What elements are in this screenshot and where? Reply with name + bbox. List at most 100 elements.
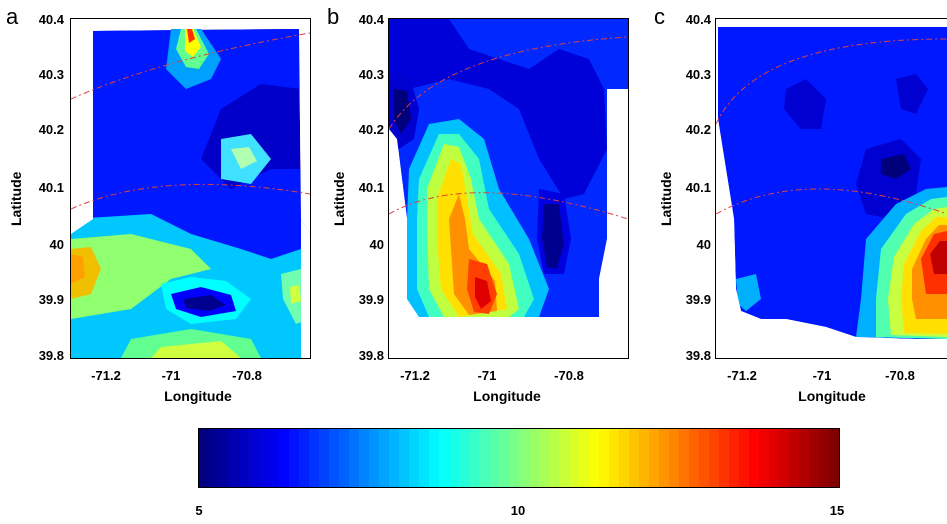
- colorbar-step: [409, 429, 420, 487]
- colorbar-step: [569, 429, 580, 487]
- colorbar-step: [559, 429, 570, 487]
- panel-letter-a: a: [6, 4, 19, 29]
- ytick-c-39.9: 39.9: [685, 292, 711, 307]
- colorbar-step: [389, 429, 400, 487]
- colorbar-step: [499, 429, 510, 487]
- colorbar-step: [319, 429, 330, 487]
- colorbar-step: [399, 429, 410, 487]
- plot-b: [388, 18, 629, 359]
- colorbar-step: [449, 429, 460, 487]
- colorbar-step: [439, 429, 450, 487]
- contour-map-b: [389, 19, 628, 358]
- colorbar-step: [749, 429, 760, 487]
- xtick-a-71: -71: [161, 368, 181, 383]
- ytick-b-40.3: 40.3: [358, 67, 384, 82]
- colorbar-step: [549, 429, 560, 487]
- xlabel-c: Longitude: [798, 388, 866, 404]
- colorbar-step: [529, 429, 540, 487]
- colorbar-step: [209, 429, 220, 487]
- colorbar-gradient: [199, 429, 840, 487]
- colorbar-step: [339, 429, 350, 487]
- colorbar-step: [309, 429, 320, 487]
- panel-letter-c: c: [654, 4, 665, 29]
- colorbar-step: [459, 429, 470, 487]
- ytick-a-40: 40: [49, 237, 64, 252]
- colorbar-step: [239, 429, 250, 487]
- colorbar-step: [719, 429, 730, 487]
- ytick-a-39.9: 39.9: [38, 292, 64, 307]
- xlabel-b: Longitude: [473, 388, 541, 404]
- colorbar-step: [629, 429, 640, 487]
- xtick-a-71.2: -71.2: [91, 368, 121, 383]
- ytick-b-39.9: 39.9: [358, 292, 384, 307]
- contour-map-a: [71, 19, 310, 358]
- xtick-a-70.8: -70.8: [232, 368, 262, 383]
- colorbar-step: [359, 429, 370, 487]
- ytick-b-40.1: 40.1: [358, 180, 384, 195]
- colorbar-step: [429, 429, 440, 487]
- colorbar-step: [609, 429, 620, 487]
- colorbar-step: [489, 429, 500, 487]
- ytick-b-40.2: 40.2: [358, 122, 384, 137]
- colorbar-step: [519, 429, 530, 487]
- ytick-a-40.3: 40.3: [38, 67, 64, 82]
- colorbar-step: [789, 429, 800, 487]
- colorbar-step: [379, 429, 390, 487]
- ytick-c-39.8: 39.8: [685, 348, 711, 363]
- colorbar-step: [479, 429, 490, 487]
- colorbar-step: [729, 429, 740, 487]
- xtick-c-71.2: -71.2: [727, 368, 757, 383]
- xtick-c-71: -71: [812, 368, 832, 383]
- colorbar-step: [369, 429, 380, 487]
- colorbar-step: [819, 429, 830, 487]
- colorbar-step: [219, 429, 230, 487]
- colorbar-step: [809, 429, 820, 487]
- ytick-b-40.4: 40.4: [358, 12, 384, 27]
- colorbar-step: [649, 429, 660, 487]
- ytick-a-40.2: 40.2: [38, 122, 64, 137]
- panel-letter-b: b: [327, 4, 340, 29]
- colorbar-step: [669, 429, 680, 487]
- colorbar-step: [759, 429, 770, 487]
- ytick-a-40.1: 40.1: [38, 180, 64, 195]
- colorbar-step: [579, 429, 590, 487]
- colorbar-step: [279, 429, 290, 487]
- colorbar-step: [469, 429, 480, 487]
- ytick-c-40.4: 40.4: [685, 12, 711, 27]
- colorbar-step: [299, 429, 310, 487]
- colorbar-step: [589, 429, 600, 487]
- ytick-b-40: 40: [369, 237, 384, 252]
- ytick-c-40.3: 40.3: [685, 67, 711, 82]
- colorbar-step: [639, 429, 650, 487]
- ytick-a-40.4: 40.4: [38, 12, 64, 27]
- colorbar-step: [509, 429, 520, 487]
- ylabel-a: Latitude: [8, 171, 24, 226]
- colorbar-step: [419, 429, 430, 487]
- colorbar-step: [829, 429, 840, 487]
- colorbar-step: [709, 429, 720, 487]
- colorbar-step: [269, 429, 280, 487]
- colorbar-tick-mid: 10: [510, 503, 526, 518]
- xtick-c-70.8: -70.8: [885, 368, 915, 383]
- colorbar-step: [539, 429, 550, 487]
- xtick-b-71: -71: [477, 368, 497, 383]
- colorbar-step: [769, 429, 780, 487]
- colorbar-step: [289, 429, 300, 487]
- contour-map-c: [716, 19, 947, 358]
- colorbar-step: [799, 429, 810, 487]
- colorbar-step: [259, 429, 270, 487]
- colorbar-tick-max: 15: [829, 503, 845, 518]
- colorbar-step: [619, 429, 630, 487]
- colorbar: [198, 428, 840, 488]
- colorbar-tick-min: 5: [195, 503, 203, 518]
- ytick-a-39.8: 39.8: [38, 348, 64, 363]
- colorbar-step: [689, 429, 700, 487]
- colorbar-step: [779, 429, 790, 487]
- xtick-b-71.2: -71.2: [400, 368, 430, 383]
- ytick-c-40.1: 40.1: [685, 180, 711, 195]
- ytick-c-40.2: 40.2: [685, 122, 711, 137]
- colorbar-step: [329, 429, 340, 487]
- colorbar-step: [229, 429, 240, 487]
- colorbar-step: [599, 429, 610, 487]
- colorbar-step: [679, 429, 690, 487]
